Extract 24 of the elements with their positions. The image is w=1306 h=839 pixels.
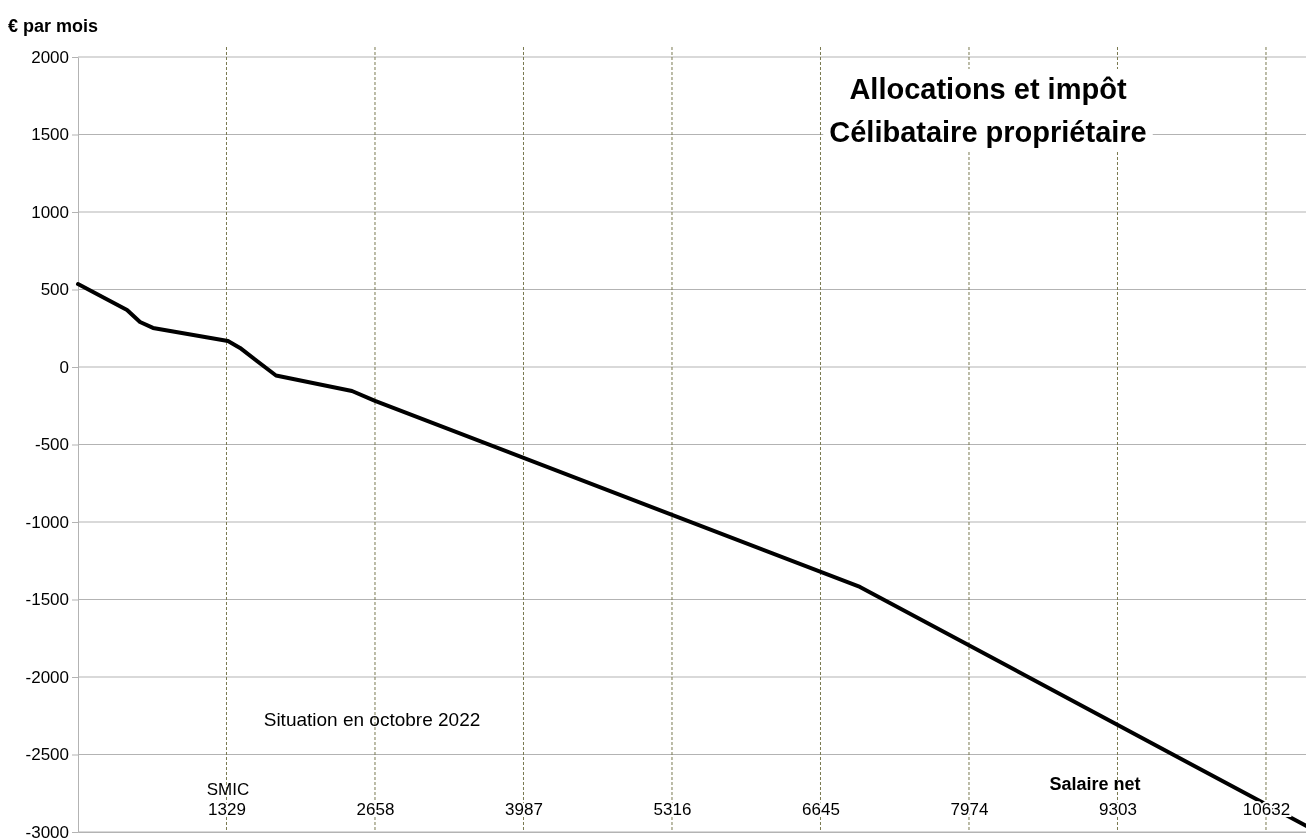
x-tick-label: 9303 bbox=[1099, 800, 1137, 819]
y-tick-label: 2000 bbox=[31, 47, 69, 67]
x-tick-label: 7974 bbox=[950, 800, 989, 819]
x-axis-title: Salaire net bbox=[1049, 774, 1141, 794]
text: Allocations et impôt bbox=[849, 73, 1127, 105]
y-tick-label: 1000 bbox=[31, 202, 69, 222]
x-tick-label: 3987 bbox=[505, 800, 543, 819]
y-tick-label: -3000 bbox=[25, 822, 69, 839]
x-tick-label: 1329 bbox=[208, 800, 246, 819]
y-tick-label: 0 bbox=[59, 357, 69, 377]
y-tick-label: -500 bbox=[34, 435, 69, 455]
y-tick-label: 1500 bbox=[31, 125, 69, 145]
y-tick-label: -2000 bbox=[25, 667, 69, 687]
y-tick-label: -1500 bbox=[25, 590, 69, 610]
annotation: Situation en octobre 2022 bbox=[263, 709, 481, 730]
text: Célibataire propriétaire bbox=[829, 116, 1147, 148]
y-tick-label: -1000 bbox=[25, 512, 69, 532]
x-tick-label: 5316 bbox=[653, 800, 692, 819]
y-tick-label: -2500 bbox=[25, 745, 69, 765]
annotation: SMIC bbox=[206, 780, 250, 799]
y-tick-label: 500 bbox=[40, 280, 69, 300]
x-tick-label: 2658 bbox=[356, 800, 395, 819]
y-axis-title: € par mois bbox=[8, 16, 99, 36]
x-tick-label: 6645 bbox=[802, 800, 840, 819]
